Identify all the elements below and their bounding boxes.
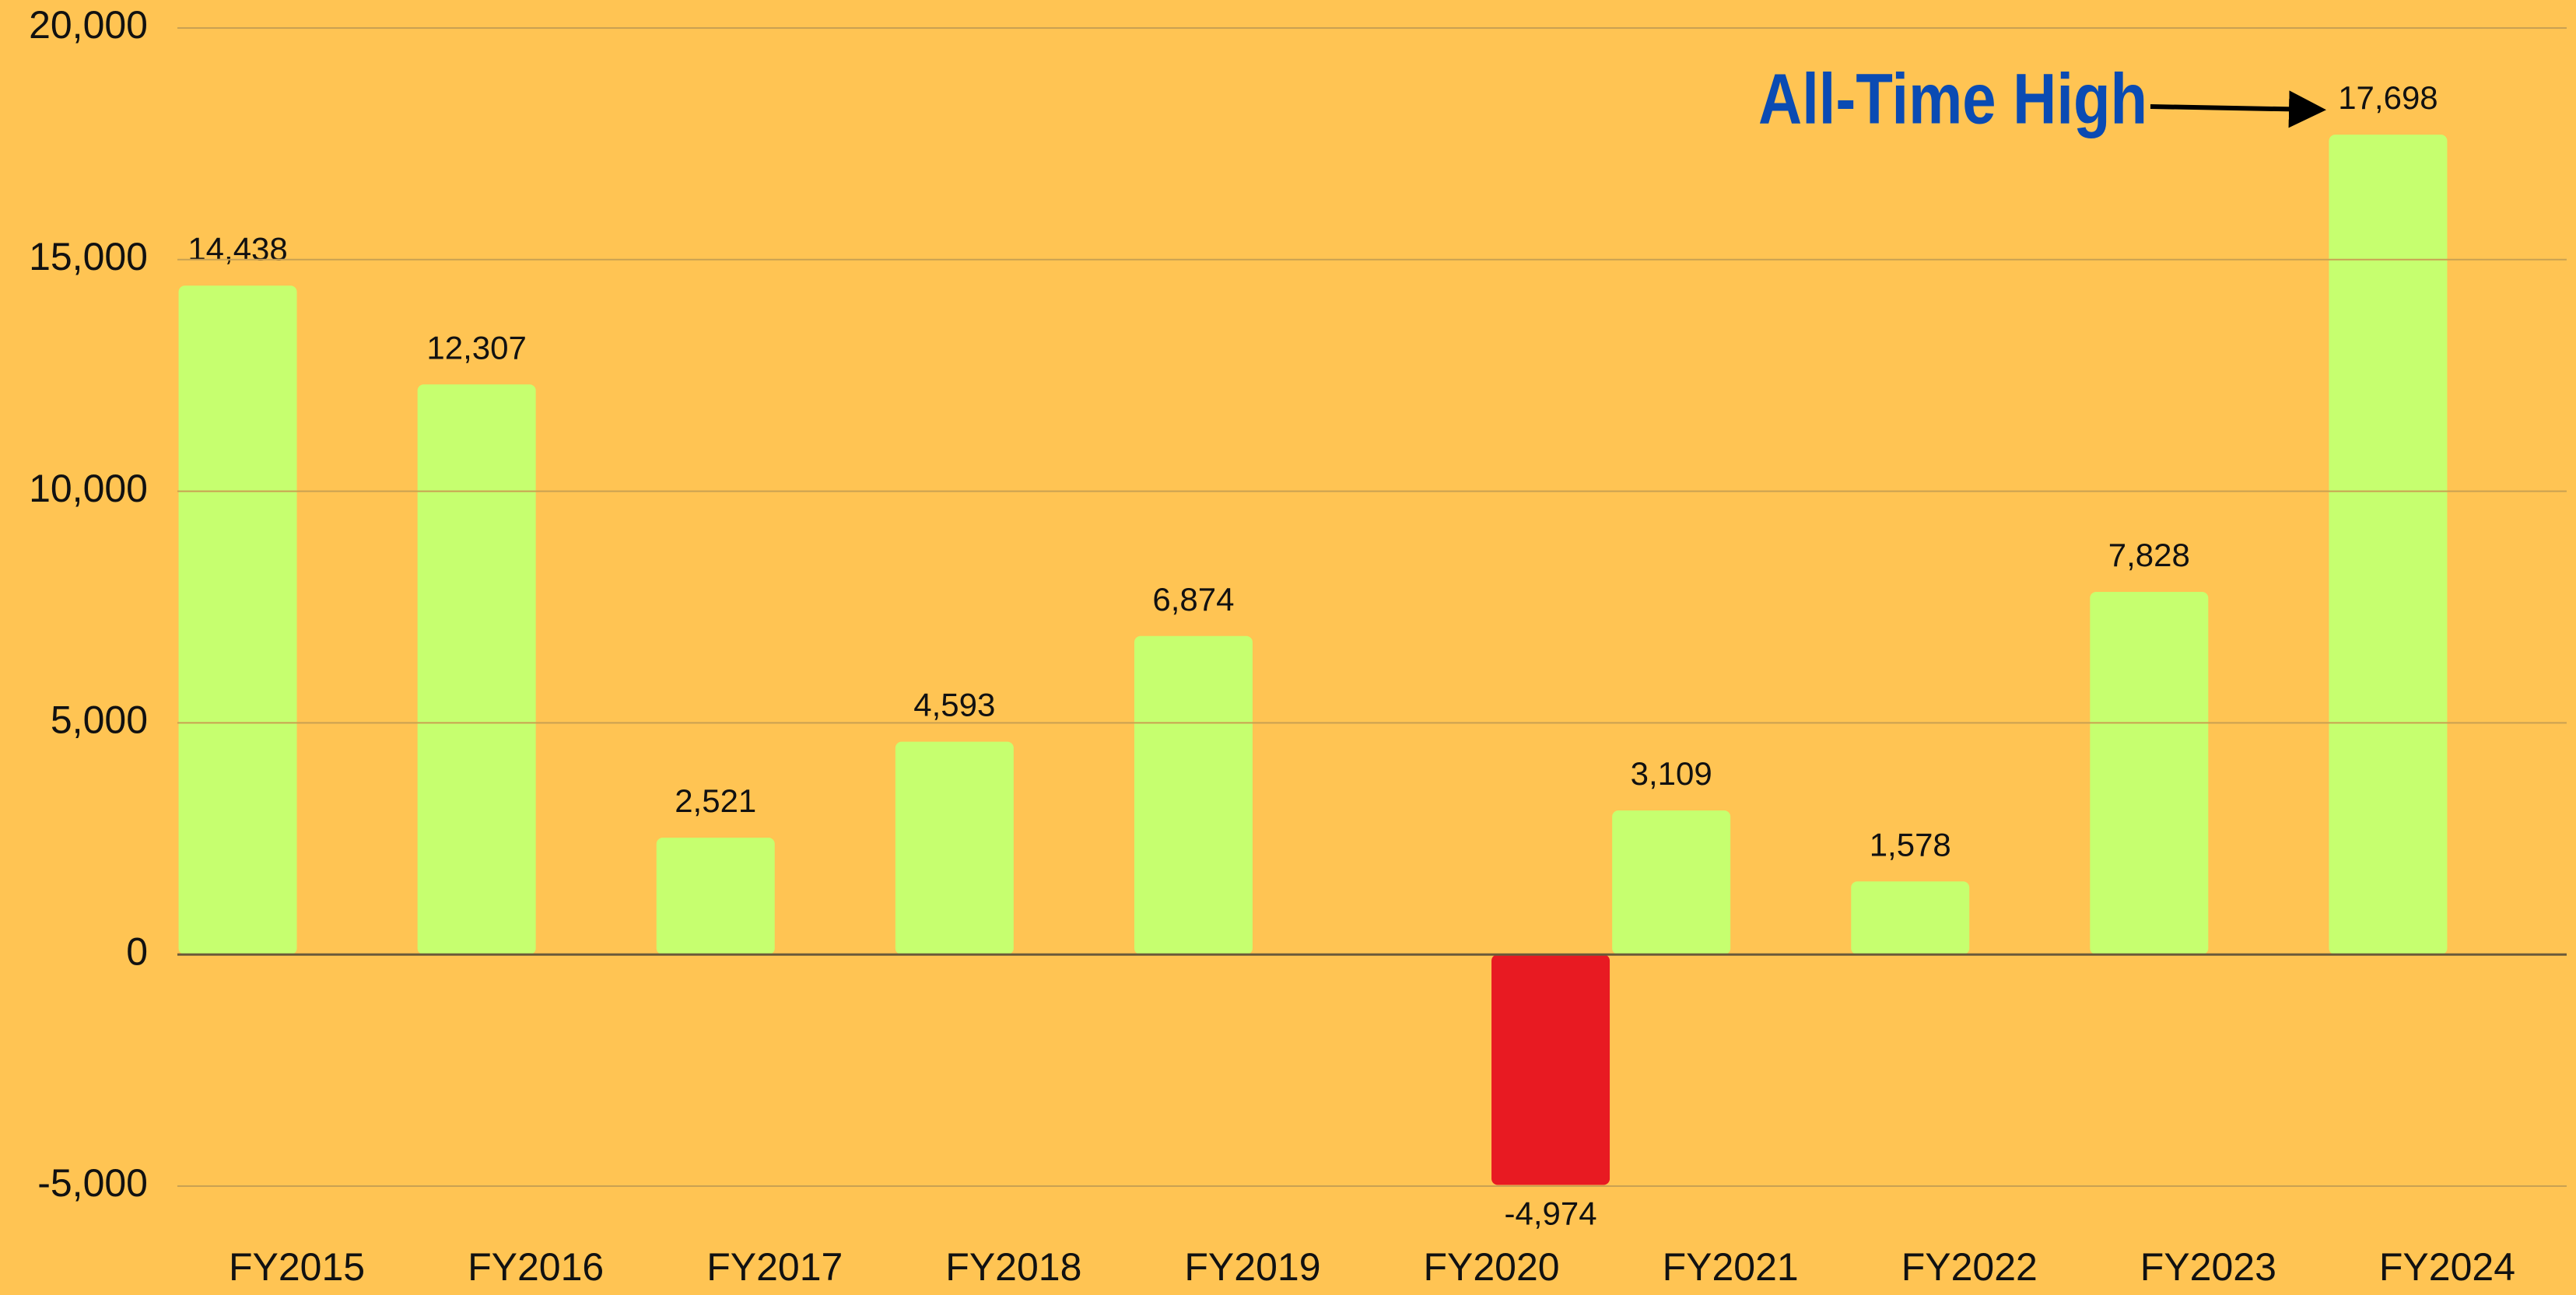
- bar: [895, 741, 1014, 955]
- annotation: All-Time High: [1758, 59, 2147, 138]
- bar: [417, 384, 536, 955]
- data-label: 14,438: [188, 230, 287, 267]
- x-tick-label: FY2023: [2140, 1245, 2276, 1289]
- x-tick-label: FY2016: [468, 1245, 604, 1289]
- data-label: 12,307: [426, 329, 526, 366]
- y-tick-label: 15,000: [29, 235, 148, 278]
- x-tick-label: FY2017: [706, 1245, 843, 1289]
- x-tick-label: FY2018: [945, 1245, 1081, 1289]
- data-label: 2,521: [675, 782, 756, 819]
- y-tick-label: 5,000: [51, 698, 148, 742]
- bar: [656, 838, 775, 955]
- y-tick-label: -5,000: [37, 1161, 148, 1205]
- data-label: -4,974: [1505, 1195, 1597, 1232]
- bar: [1491, 954, 1610, 1185]
- y-tick-label: 20,000: [29, 3, 148, 47]
- y-tick-label: 10,000: [29, 467, 148, 510]
- bar: [1612, 810, 1731, 955]
- bar: [1134, 635, 1253, 955]
- data-label: 4,593: [913, 687, 995, 723]
- bar: [1851, 881, 1970, 955]
- y-tick-label: 0: [126, 929, 148, 973]
- data-label: 3,109: [1631, 755, 1712, 792]
- x-tick-label: FY2015: [229, 1245, 365, 1289]
- x-tick-label: FY2020: [1423, 1245, 1559, 1289]
- x-tick-label: FY2022: [1901, 1245, 2038, 1289]
- data-label: 6,874: [1152, 581, 1234, 618]
- x-tick-label: FY2019: [1184, 1245, 1320, 1289]
- bar: [178, 285, 297, 955]
- annotation-arrow: [2150, 90, 2326, 128]
- data-label: 17,698: [2338, 79, 2438, 116]
- data-label: 7,828: [2108, 537, 2190, 573]
- data-label: 1,578: [1870, 826, 1951, 863]
- bar: [2329, 135, 2448, 955]
- bar: [2090, 591, 2209, 955]
- x-tick-label: FY2024: [2379, 1245, 2515, 1289]
- x-tick-label: FY2021: [1663, 1245, 1799, 1289]
